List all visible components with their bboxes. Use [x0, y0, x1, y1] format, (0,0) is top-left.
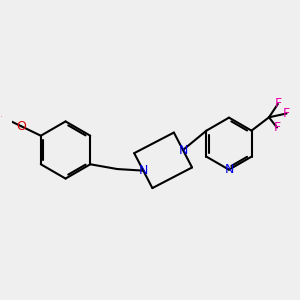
Text: F: F	[273, 121, 280, 134]
Text: F: F	[283, 107, 290, 120]
Text: N: N	[139, 164, 148, 177]
Text: N: N	[178, 143, 188, 157]
Text: O: O	[16, 120, 26, 133]
Text: F: F	[274, 98, 281, 110]
Text: N: N	[224, 163, 234, 176]
Text: O: O	[1, 116, 2, 117]
